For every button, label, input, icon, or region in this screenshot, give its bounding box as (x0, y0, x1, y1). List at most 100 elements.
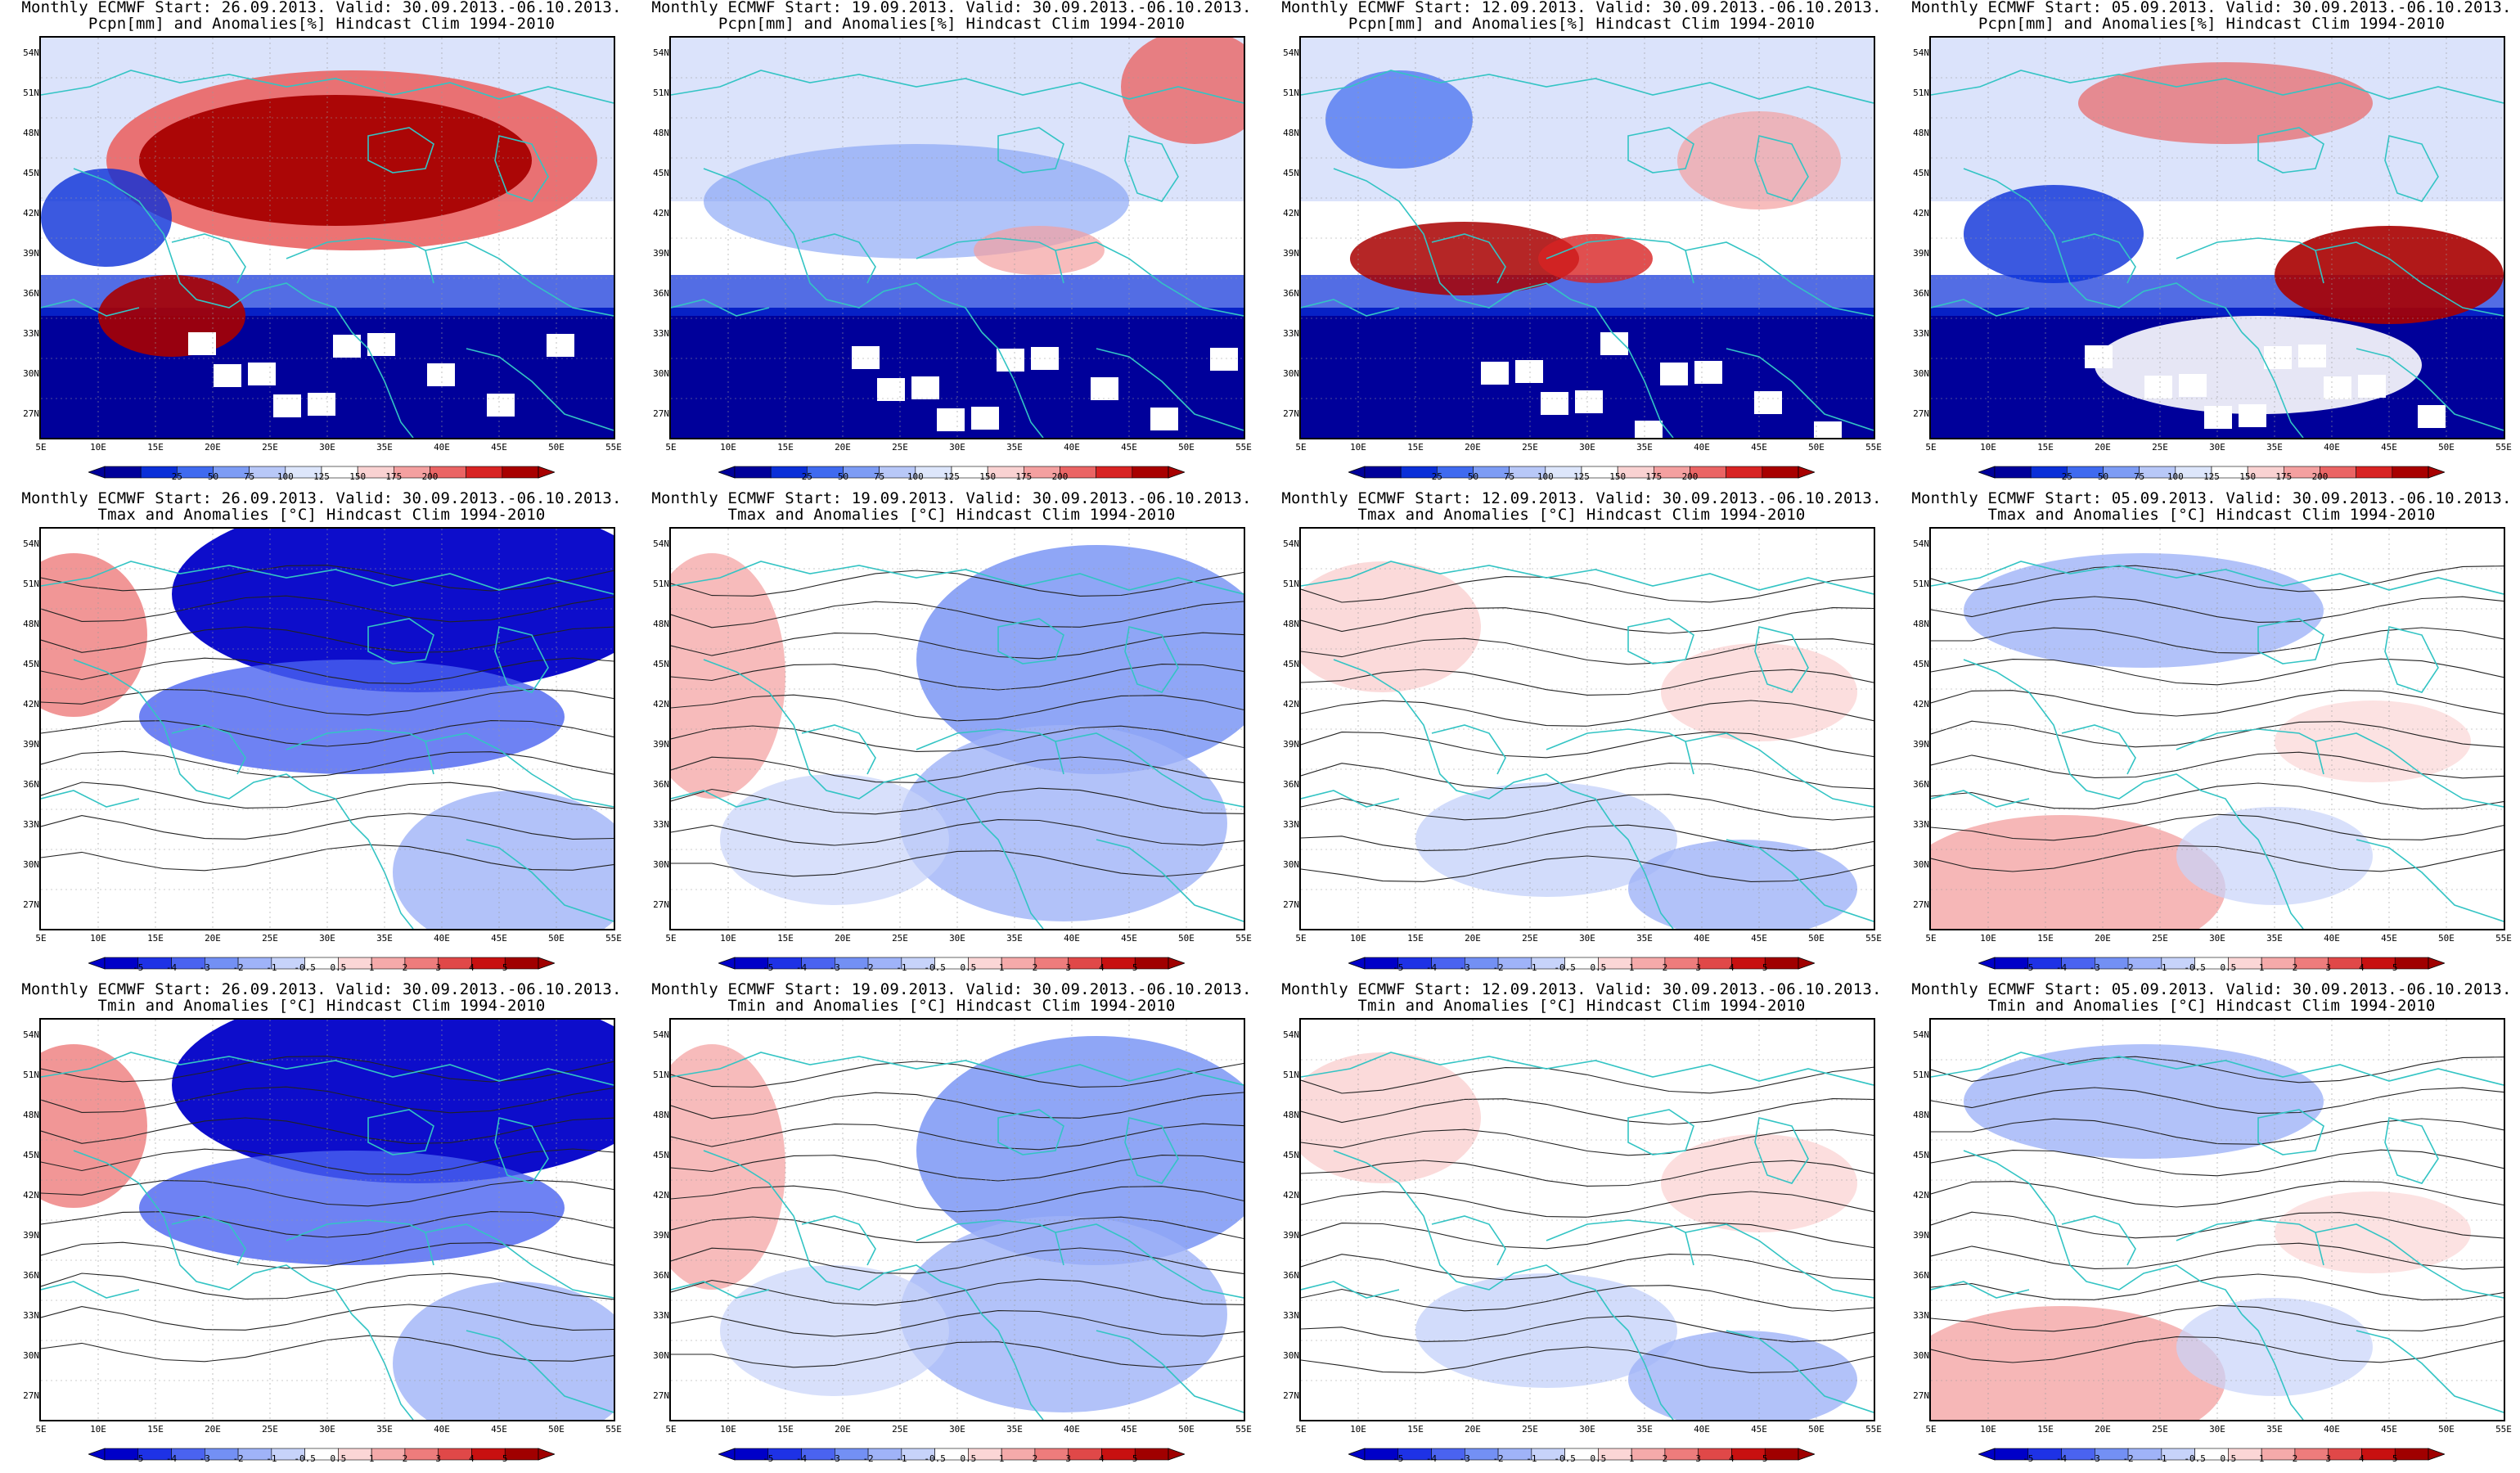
lat-tick-label: 39N (1283, 739, 1299, 750)
colorbar (88, 1448, 555, 1461)
colorbar-label: 2 (1662, 962, 1668, 973)
lon-tick-label: 5E (1295, 933, 1307, 944)
lat-tick-label: 33N (1283, 819, 1299, 830)
lat-tick-label: 27N (653, 899, 669, 910)
lat-tick-label: 30N (1283, 859, 1299, 870)
lat-tick-label: 27N (1913, 1390, 1929, 1401)
lon-tick-label: 10E (1980, 1424, 1996, 1435)
colorbar-label: 2 (1032, 962, 1038, 973)
lon-tick-label: 55E (605, 933, 622, 944)
anomaly-map (1929, 527, 2505, 930)
colorbar-label: 100 (2167, 471, 2184, 482)
lon-tick-label: 25E (2152, 442, 2168, 453)
lon-tick-label: 30E (949, 933, 965, 944)
lat-tick-label: 54N (1283, 1029, 1299, 1040)
lat-tick-label: 36N (1913, 1270, 1929, 1281)
lat-tick-label: 45N (653, 1150, 669, 1160)
lon-tick-label: 25E (1522, 442, 1538, 453)
lon-tick-label: 15E (777, 442, 794, 453)
lat-tick-label: 45N (23, 168, 39, 178)
map-panel: Monthly ECMWF Start: 12.09.2013. Valid: … (1267, 0, 1897, 491)
lon-tick-label: 10E (720, 933, 736, 944)
colorbar-label: 100 (907, 471, 924, 482)
lon-tick-label: 10E (1980, 442, 1996, 453)
lon-tick-label: 50E (1808, 442, 1825, 453)
colorbar-label: -2 (1492, 1453, 1504, 1464)
anomaly-map (1929, 1018, 2505, 1421)
colorbar-label: 1 (2258, 962, 2265, 973)
lat-tick-label: 36N (23, 1270, 39, 1281)
map-graphic (41, 38, 614, 438)
colorbar-label: 4 (1729, 962, 1735, 973)
colorbar-label: 25 (171, 471, 182, 482)
lon-tick-label: 20E (1465, 1424, 1481, 1435)
lon-tick-label: 40E (1064, 442, 1080, 453)
lon-tick-label: 50E (548, 933, 565, 944)
lon-tick-label: 15E (2037, 933, 2054, 944)
lon-tick-label: 35E (1006, 442, 1023, 453)
lat-tick-label: 36N (653, 288, 669, 299)
colorbar-label: -5 (133, 1453, 144, 1464)
map-panel: Monthly ECMWF Start: 26.09.2013. Valid: … (7, 0, 637, 491)
colorbar (1978, 1448, 2445, 1461)
lat-tick-label: 39N (653, 248, 669, 259)
colorbar-label: 3 (435, 962, 441, 973)
colorbar-label: -4 (165, 962, 178, 973)
lon-tick-label: 50E (2438, 933, 2455, 944)
lon-tick-label: 10E (90, 1424, 106, 1435)
colorbar (88, 957, 555, 970)
colorbar-label: 4 (1099, 1453, 1105, 1464)
lon-tick-label: 35E (376, 1424, 393, 1435)
colorbar-label: 3 (2325, 962, 2331, 973)
lon-tick-label: 10E (1350, 442, 1366, 453)
colorbar-label: 50 (837, 471, 849, 482)
lat-tick-label: 42N (653, 1190, 669, 1200)
lat-tick-label: 33N (23, 819, 39, 830)
colorbar-label: -3 (829, 1453, 840, 1464)
lon-tick-label: 55E (1235, 442, 1252, 453)
colorbar-label: 1 (998, 1453, 1005, 1464)
lon-tick-label: 40E (1064, 1424, 1080, 1435)
anomaly-map (39, 527, 615, 930)
colorbar-label: -3 (199, 1453, 210, 1464)
colorbar-label: 5 (1132, 962, 1138, 973)
lon-tick-label: 5E (1295, 442, 1307, 453)
lon-tick-label: 45E (2381, 1424, 2397, 1435)
colorbar-label: 4 (1099, 962, 1105, 973)
colorbar-label: -2 (2122, 1453, 2134, 1464)
map-panel: Monthly ECMWF Start: 12.09.2013. Valid: … (1267, 489, 1897, 982)
lat-tick-label: 27N (23, 1390, 39, 1401)
lon-tick-label: 15E (1407, 933, 1424, 944)
colorbar-label: 3 (1695, 1453, 1701, 1464)
colorbar-label: 75 (244, 471, 255, 482)
panel-title-line2: Tmax and Anomalies [°C] Hindcast Clim 19… (727, 506, 1176, 524)
colorbar-label: 175 (1645, 471, 1663, 482)
lat-tick-label: 27N (1283, 1390, 1299, 1401)
colorbar-label: 0.5 (330, 1453, 347, 1464)
lon-tick-label: 45E (491, 1424, 507, 1435)
lat-tick-label: 48N (1283, 619, 1299, 629)
colorbar-label: 200 (1681, 471, 1699, 482)
lon-tick-label: 25E (1522, 1424, 1538, 1435)
colorbar-label: 3 (1065, 962, 1071, 973)
panel-title-line1: Monthly ECMWF Start: 12.09.2013. Valid: … (1281, 0, 1882, 16)
map-panel: Monthly ECMWF Start: 12.09.2013. Valid: … (1267, 980, 1897, 1473)
panel-title-line1: Monthly ECMWF Start: 26.09.2013. Valid: … (21, 489, 622, 507)
anomaly-map (1299, 527, 1875, 930)
lat-tick-label: 51N (1913, 579, 1929, 589)
lon-tick-label: 35E (1636, 933, 1653, 944)
lat-tick-label: 54N (1913, 1029, 1929, 1040)
colorbar-label: -5 (763, 1453, 774, 1464)
panel-title-line2: Pcpn[mm] and Anomalies[%] Hindcast Clim … (1978, 15, 2446, 33)
lat-tick-label: 45N (653, 168, 669, 178)
colorbar-label: 1 (998, 962, 1005, 973)
lat-tick-label: 45N (1913, 659, 1929, 669)
lon-tick-label: 55E (1865, 442, 1882, 453)
lat-tick-label: 51N (653, 88, 669, 98)
colorbar-label: -4 (1425, 962, 1438, 973)
colorbar-label: 1 (1628, 1453, 1635, 1464)
lat-tick-label: 33N (1283, 1310, 1299, 1321)
lat-tick-label: 39N (1913, 248, 1929, 259)
colorbar-label: 4 (469, 1453, 475, 1464)
colorbar-label: -5 (2023, 1453, 2034, 1464)
